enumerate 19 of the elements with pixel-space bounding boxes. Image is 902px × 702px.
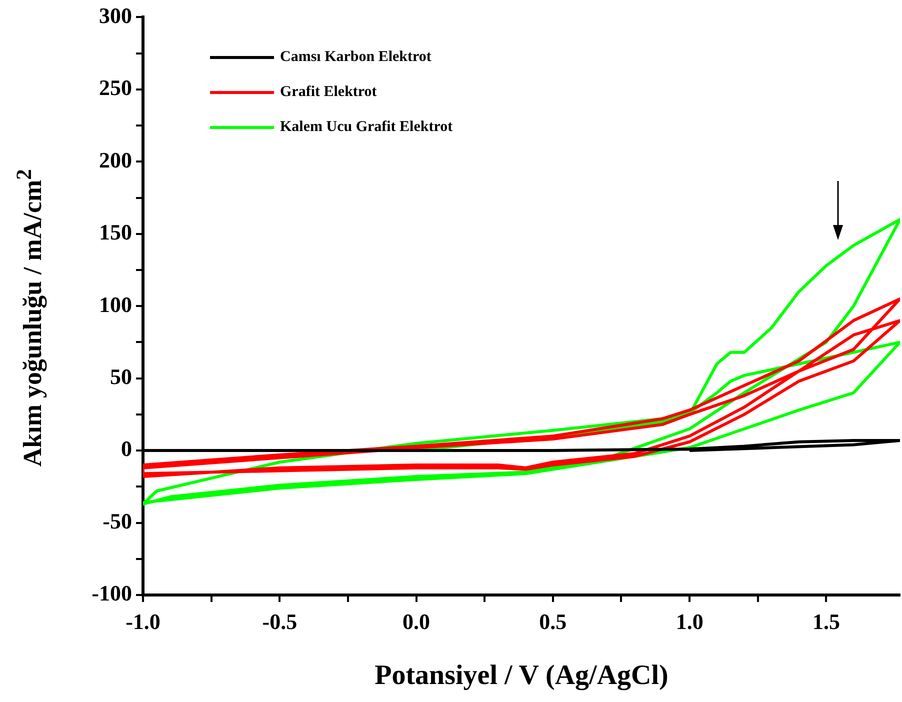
y-tick-label: 100 (99, 292, 132, 317)
x-tick-label: -0.5 (262, 608, 298, 634)
x-tick-label: 0.0 (402, 608, 430, 634)
legend-label: Camsı Karbon Elektrot (280, 49, 432, 66)
legend-label: Grafit Elektrot (280, 84, 377, 101)
x-axis-title: Potansiyel / V (Ag/AgCl) (374, 660, 670, 692)
x-tick-label: 1.0 (676, 608, 704, 634)
y-tick-label: -50 (102, 508, 132, 534)
x-tick-label: -1.0 (126, 608, 160, 634)
y-tick-label: 200 (99, 147, 132, 172)
y-tick-label: -100 (92, 580, 132, 606)
y-tick-label: 150 (99, 220, 132, 245)
x-tick-label: 0.5 (539, 608, 567, 634)
y-tick-label: 0 (121, 436, 132, 462)
y-tick-label: 50 (110, 364, 132, 390)
legend-label: Kalem Ucu Grafit Elektrot (280, 119, 453, 136)
y-tick-label: 250 (99, 75, 132, 100)
x-tick-label: 1.5 (812, 608, 840, 634)
y-tick-label: 300 (99, 2, 132, 28)
